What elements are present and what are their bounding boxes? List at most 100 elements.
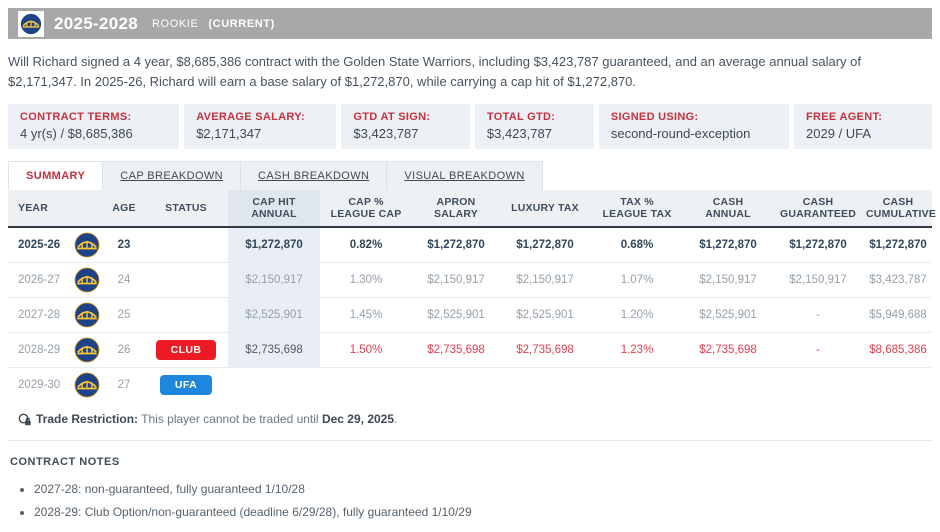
year-flex: 2026-27 xyxy=(8,267,104,293)
status-cell: CLUB xyxy=(144,332,228,368)
contract-summary-paragraph: Will Richard signed a 4 year, $8,685,386… xyxy=(8,54,861,89)
age-cell: 25 xyxy=(104,297,144,333)
tab-cap-breakdown[interactable]: CAP BREAKDOWN xyxy=(102,162,241,190)
value-cell: $1,272,870 xyxy=(228,227,320,263)
value-cell: 0.82% xyxy=(320,227,412,263)
trade-restriction-date: Dec 29, 2025 xyxy=(321,412,395,426)
value-cell: $2,150,917 xyxy=(772,262,864,298)
year-flex: 2028-29 xyxy=(8,337,104,363)
contract-term-label: GTD AT SIGN: xyxy=(353,111,431,123)
contract-term-label: TOTAL GTD: xyxy=(486,111,556,123)
salary-row-2029-30: 2029-30 27 UFA xyxy=(8,367,932,402)
value-cell: $2,525,901 xyxy=(412,297,500,333)
salary-table: YEAR AGE STATUS CAP HIT ANNUAL CAP % LEAGUE CA… xyxy=(8,190,936,402)
value-cell xyxy=(228,367,320,402)
column-header-cap-hit-annual: CAP HIT ANNUAL xyxy=(228,190,320,228)
warriors-logo-icon[interactable] xyxy=(74,337,100,363)
contract-term-label: CONTRACT TERMS: xyxy=(20,111,132,123)
contract-term-value: $2,171,347 xyxy=(196,126,262,141)
warriors-logo-icon[interactable] xyxy=(74,372,100,398)
year-label: 2027-28 xyxy=(18,308,61,321)
value-cell: $2,525,901 xyxy=(500,297,590,333)
value-cell xyxy=(320,367,412,402)
value-cell: $2,735,698 xyxy=(228,332,320,368)
trade-restriction-text: Trade Restriction: This player cannot be… xyxy=(36,412,398,426)
value-cell: - xyxy=(772,332,864,368)
value-cell xyxy=(684,367,772,402)
trade-restriction-lock-icon xyxy=(18,413,31,425)
year-flex: 2029-30 xyxy=(8,372,104,398)
value-cell: $3,423,787 xyxy=(864,262,932,298)
contract-term-cell: SIGNED USING: second-round-exception xyxy=(598,104,790,149)
value-cell xyxy=(412,367,500,402)
tab-cash-breakdown[interactable]: CASH BREAKDOWN xyxy=(240,162,387,190)
value-cell xyxy=(590,367,684,402)
year-label: 2025-26 xyxy=(18,238,61,251)
value-cell: $2,735,698 xyxy=(412,332,500,368)
column-header-apron-salary: APRON SALARY xyxy=(412,190,500,228)
contract-header-bar: 2025-2028 ROOKIE (CURRENT) xyxy=(8,8,932,39)
tab-visual-breakdown[interactable]: VISUAL BREAKDOWN xyxy=(386,162,542,190)
tab-summary[interactable]: SUMMARY xyxy=(9,162,103,190)
status-cell xyxy=(144,227,228,263)
contract-term-cell: CONTRACT TERMS: 4 yr(s) / $8,685,386 xyxy=(8,104,180,149)
salary-table-header: YEAR AGE STATUS CAP HIT ANNUAL CAP % LEAGUE CA… xyxy=(8,190,936,228)
column-header-age: AGE xyxy=(104,190,144,228)
year-cell: 2027-28 xyxy=(8,297,104,333)
value-cell: $2,735,698 xyxy=(684,332,772,368)
status-badge-club[interactable]: CLUB xyxy=(155,339,217,360)
value-cell: 1.50% xyxy=(320,332,412,368)
status-cell xyxy=(144,262,228,298)
value-cell: $2,150,917 xyxy=(684,262,772,298)
warriors-logo-icon[interactable] xyxy=(74,232,100,258)
contract-note-item: 2028-29: Club Option/non-guaranteed (dea… xyxy=(34,505,932,519)
contract-term-value: second-round-exception xyxy=(610,126,751,141)
value-cell: - xyxy=(772,297,864,333)
value-cell: $1,272,870 xyxy=(500,227,590,263)
contract-term-value: $3,423,787 xyxy=(486,126,552,141)
status-badge-ufa[interactable]: UFA xyxy=(159,374,213,395)
contract-term-label: FREE AGENT: xyxy=(806,111,883,123)
value-cell: 1.07% xyxy=(590,262,684,298)
value-cell: $2,525,901 xyxy=(228,297,320,333)
value-cell: $2,735,698 xyxy=(500,332,590,368)
contract-notes-section: CONTRACT NOTES 2027-28: non-guaranteed, … xyxy=(8,440,932,519)
salary-row-2026-27: 2026-27 24 $2,150,917 1.30% $2,150,917 $2,150… xyxy=(8,262,932,298)
age-cell: 27 xyxy=(117,378,131,391)
year-flex: 2027-28 xyxy=(8,302,104,328)
contract-years-title: 2025-2028 xyxy=(54,13,138,33)
value-cell: $2,150,917 xyxy=(412,262,500,298)
value-cell: $1,272,870 xyxy=(412,227,500,263)
value-cell xyxy=(500,367,590,402)
contract-term-cell: TOTAL GTD: $3,423,787 xyxy=(474,104,594,149)
warriors-logo-icon[interactable] xyxy=(74,302,100,328)
value-cell: 1.45% xyxy=(320,297,412,333)
column-header-luxury-tax: LUXURY TAX xyxy=(500,190,590,228)
year-label: 2026-27 xyxy=(18,273,61,286)
contract-current-tag: (CURRENT) xyxy=(208,17,275,30)
value-cell: $1,272,870 xyxy=(772,227,864,263)
value-cell: $2,150,917 xyxy=(228,262,320,298)
value-cell: 0.68% xyxy=(590,227,684,263)
warriors-logo-icon[interactable] xyxy=(74,267,100,293)
trade-restriction-label: Trade Restriction: xyxy=(36,412,139,426)
column-header-status: STATUS xyxy=(144,190,228,228)
value-cell xyxy=(864,367,932,402)
value-cell: $8,685,386 xyxy=(864,332,932,368)
value-cell: 1.23% xyxy=(590,332,684,368)
salary-row-2028-29: 2028-29 26 CLUB $2,735,698 1.50% $2,735,698 $2… xyxy=(8,332,932,368)
year-cell: 2028-29 xyxy=(8,332,104,368)
contract-term-value: $3,423,787 xyxy=(353,126,419,141)
salary-table-body: 2025-26 23 $1,272,870 0.82% $1,272,870 $1,272… xyxy=(8,227,932,402)
warriors-logo-icon xyxy=(20,13,42,34)
column-header-cash-annual: CASH ANNUAL xyxy=(684,190,772,228)
contract-term-label: SIGNED USING: xyxy=(610,111,699,123)
year-cell: 2026-27 xyxy=(8,262,104,298)
value-cell: $5,949,688 xyxy=(864,297,932,333)
contract-term-label: AVERAGE SALARY: xyxy=(196,111,306,123)
team-logo-box[interactable] xyxy=(18,10,44,37)
year-flex: 2025-26 xyxy=(8,232,104,258)
contract-term-value: 2029 / UFA xyxy=(806,126,872,141)
value-cell: $1,272,870 xyxy=(684,227,772,263)
